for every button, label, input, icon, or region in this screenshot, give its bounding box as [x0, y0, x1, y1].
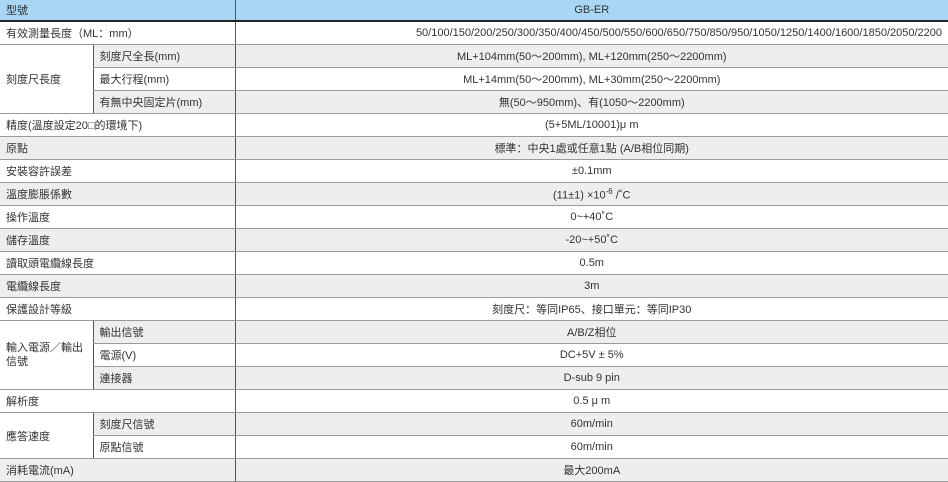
table-row: 電纜線長度 3m	[0, 274, 948, 298]
row-label: 有無中央固定片(mm)	[92, 90, 235, 114]
row-label: 原點	[0, 136, 235, 160]
row-value: 0.5m	[234, 251, 948, 275]
table-row: 保護設計等級 刻度尺：等同IP65、接口單元：等同IP30	[0, 297, 948, 321]
table-row: 消耗電流(mA) 最大200mA	[0, 458, 948, 482]
row-label: 有效測量長度（ML：mm）	[0, 21, 235, 45]
group-label: 應答速度	[0, 412, 93, 459]
row-value: 3m	[234, 274, 948, 298]
table-row: 電源(V) DC+5V ± 5%	[0, 343, 948, 367]
row-label: 原點信號	[92, 435, 235, 459]
header-label: 型號	[0, 0, 235, 22]
header-row: 型號 GB-ER	[0, 0, 948, 22]
row-value: (11±1) ×10-6 /˚C	[234, 182, 948, 206]
row-value: 60m/min	[234, 412, 948, 436]
group-label: 刻度尺長度	[0, 44, 93, 114]
row-label: 連接器	[92, 366, 235, 390]
table-row: 應答速度 刻度尺信號 60m/min	[0, 412, 948, 459]
table-row: 最大行程(mm) ML+14mm(50～200mm), ML+30mm(250～…	[0, 67, 948, 91]
table-row: 讀取頭電纜線長度 0.5m	[0, 251, 948, 275]
table-row: 儲存溫度 -20~+50˚C	[0, 228, 948, 252]
row-label: 刻度尺信號	[92, 412, 235, 436]
row-value: 無(50～950mm)、有(1050～2200mm)	[234, 90, 948, 114]
table-row: 有無中央固定片(mm) 無(50～950mm)、有(1050～2200mm)	[0, 90, 948, 114]
value-base: (11±1) ×10	[553, 189, 606, 202]
row-value: 60m/min	[234, 435, 948, 459]
row-value: DC+5V ± 5%	[234, 343, 948, 367]
table-row: 解析度 0.5 μ m	[0, 389, 948, 413]
row-value: -20~+50˚C	[234, 228, 948, 252]
row-label: 操作溫度	[0, 205, 235, 229]
table-row: 輸入電源／輸出信號 輸出信號 A/B/Z相位	[0, 320, 948, 390]
table-row: 安裝容許誤差 ±0.1mm	[0, 159, 948, 183]
value-unit: /˚C	[612, 189, 631, 202]
table-row: 原點 標準：中央1處或任意1點 (A/B相位同期)	[0, 136, 948, 160]
row-value: ML+14mm(50～200mm), ML+30mm(250～2200mm)	[234, 67, 948, 91]
table-row: 刻度尺長度 刻度尺全長(mm) ML+104mm(50～200mm), ML+1…	[0, 44, 948, 114]
table-row: 精度(溫度設定20□的環境下) (5+5ML/10001)μ m	[0, 113, 948, 137]
row-value: A/B/Z相位	[234, 320, 948, 344]
row-label: 電纜線長度	[0, 274, 235, 298]
row-value: D-sub 9 pin	[234, 366, 948, 390]
row-value: ML+104mm(50～200mm), ML+120mm(250～2200mm)	[234, 44, 948, 68]
value-exponent: -6	[605, 186, 613, 196]
row-label: 精度(溫度設定20□的環境下)	[0, 113, 235, 137]
group-label: 輸入電源／輸出信號	[0, 320, 93, 390]
row-label: 解析度	[0, 389, 235, 413]
row-value: 刻度尺：等同IP65、接口單元：等同IP30	[234, 297, 948, 321]
row-label: 儲存溫度	[0, 228, 235, 252]
table-row: 操作溫度 0~+40˚C	[0, 205, 948, 229]
row-value: 0~+40˚C	[234, 205, 948, 229]
row-label: 消耗電流(mA)	[0, 458, 235, 482]
table-row: 連接器 D-sub 9 pin	[0, 366, 948, 390]
model-name: GB-ER	[234, 0, 948, 22]
row-value: 50/100/150/200/250/300/350/400/450/500/5…	[234, 21, 948, 45]
table-row: 原點信號 60m/min	[0, 435, 948, 459]
row-label: 保護設計等級	[0, 297, 235, 321]
row-value: (5+5ML/10001)μ m	[234, 113, 948, 137]
row-label: 電源(V)	[92, 343, 235, 367]
row-label: 安裝容許誤差	[0, 159, 235, 183]
table-row: 有效測量長度（ML：mm） 50/100/150/200/250/300/350…	[0, 21, 948, 45]
row-value: 0.5 μ m	[234, 389, 948, 413]
row-label: 刻度尺全長(mm)	[92, 44, 235, 68]
row-label: 溫度膨脹係數	[0, 182, 235, 206]
row-value: ±0.1mm	[234, 159, 948, 183]
row-label: 輸出信號	[92, 320, 235, 344]
row-value: 最大200mA	[234, 458, 948, 482]
table-row: 溫度膨脹係數 (11±1) ×10-6 /˚C	[0, 182, 948, 206]
row-value: 標準：中央1處或任意1點 (A/B相位同期)	[234, 136, 948, 160]
row-label: 讀取頭電纜線長度	[0, 251, 235, 275]
row-label: 最大行程(mm)	[92, 67, 235, 91]
